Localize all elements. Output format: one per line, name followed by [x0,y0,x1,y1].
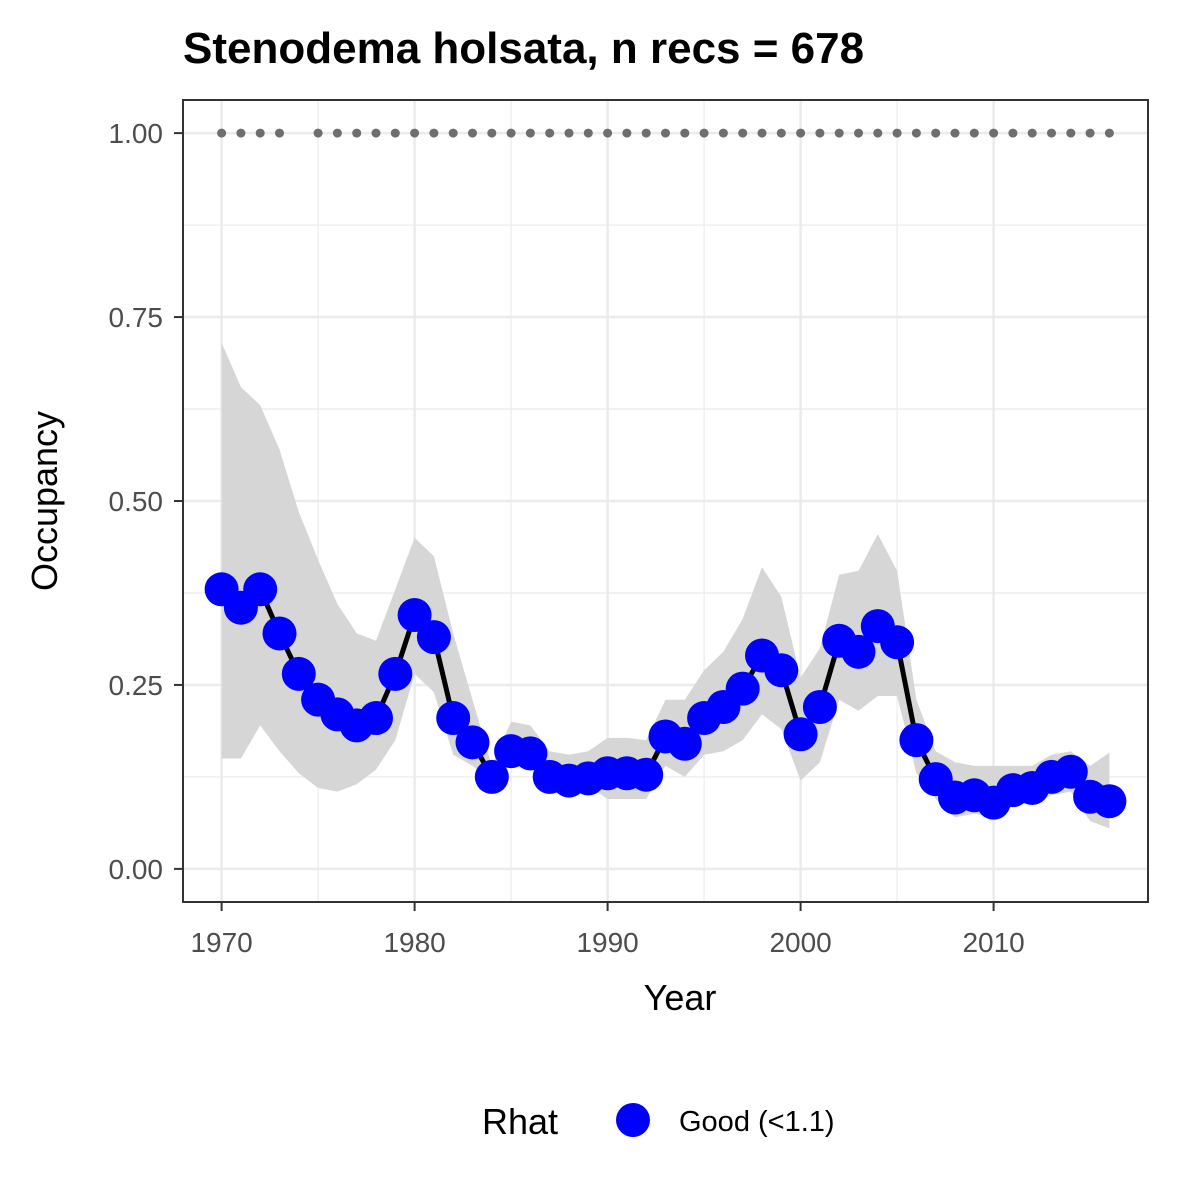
record-year-marker [390,128,400,138]
x-tick-label: 1990 [576,927,638,958]
record-year-marker [255,128,265,138]
record-year-marker [217,128,227,138]
record-year-marker [776,128,786,138]
record-year-marker [332,128,342,138]
y-tick-label: 1.00 [109,118,164,149]
record-year-marker [525,128,535,138]
record-year-marker [873,128,883,138]
occupancy-point [764,653,799,688]
record-year-marker [892,128,902,138]
occupancy-point [1092,784,1127,819]
occupancy-point [802,690,837,725]
occupancy-point [899,723,934,758]
occupancy-point [725,671,760,706]
occupancy-point [416,620,451,655]
record-year-marker [757,128,767,138]
y-axis-ticks: 0.00 0.25 0.50 0.75 1.00 [109,118,183,885]
record-year-marker [429,128,439,138]
occupancy-point [397,598,432,633]
record-year-marker [1047,128,1056,138]
y-axis-title: Occupancy [24,411,65,591]
record-year-marker [815,128,825,138]
record-year-marker [718,128,728,138]
record-year-marker [487,128,497,138]
record-year-marker [448,128,458,138]
record-year-marker [911,128,921,138]
record-year-marker [661,128,670,138]
record-year-marker [969,128,979,138]
y-tick-label: 0.75 [109,302,164,333]
x-tick-label: 2010 [962,927,1024,958]
occupancy-point [880,625,915,660]
record-year-marker [1085,128,1095,138]
x-tick-label: 1980 [383,927,445,958]
record-year-marker [583,128,593,138]
occupancy-point [629,757,664,792]
legend-label-good: Good (<1.1) [679,1106,835,1138]
record-year-marker [989,128,999,138]
record-year-marker [468,128,477,138]
occupancy-point [513,736,548,771]
y-tick-label: 0.25 [109,670,164,701]
occupancy-point [1053,754,1088,789]
occupancy-point [281,656,316,691]
legend-title: Rhat [482,1101,558,1142]
record-year-marker [796,128,806,138]
record-year-marker [275,128,284,138]
chart-title: Stenodema holsata, n recs = 678 [183,24,864,73]
record-year-marker [313,128,323,138]
occupancy-point [378,656,413,691]
x-axis-ticks: 1970 1980 1990 2000 2010 [190,902,1025,958]
record-year-marker [545,128,555,138]
occupancy-point [243,572,278,607]
x-tick-label: 1970 [190,927,252,958]
record-year-marker [854,128,863,138]
occupancy-point [474,759,509,794]
occupancy-point [359,701,393,736]
occupancy-point [841,634,876,669]
record-year-marker [1027,128,1037,138]
occupancy-points [204,572,1127,820]
occupancy-point [455,725,490,760]
record-year-marker [236,128,246,138]
record-year-marker [738,128,748,138]
x-tick-label: 2000 [769,927,831,958]
record-year-marker [564,128,574,138]
occupancy-point [262,616,297,651]
legend-swatch-good [616,1103,650,1137]
record-year-marker [1008,128,1018,138]
record-year-marker [699,128,709,138]
legend: Rhat Good (<1.1) [482,1101,835,1142]
record-year-marker [603,128,613,138]
record-year-marker [1104,128,1114,138]
occupancy-point [667,726,702,761]
record-year-marker [950,128,960,138]
record-year-marker [506,128,516,138]
record-year-marker [931,128,941,138]
record-year-marker [1066,128,1076,138]
record-year-markers [217,128,1114,138]
y-tick-label: 0.50 [109,486,164,517]
x-axis-title: Year [644,977,717,1018]
y-tick-label: 0.00 [109,854,164,885]
record-year-marker [371,128,381,138]
record-year-marker [680,128,690,138]
occupancy-point [783,717,818,752]
record-year-marker [410,128,420,138]
record-year-marker [834,128,844,138]
record-year-marker [622,128,632,138]
record-year-marker [641,128,651,138]
record-year-marker [352,128,362,138]
occupancy-point [436,701,471,736]
